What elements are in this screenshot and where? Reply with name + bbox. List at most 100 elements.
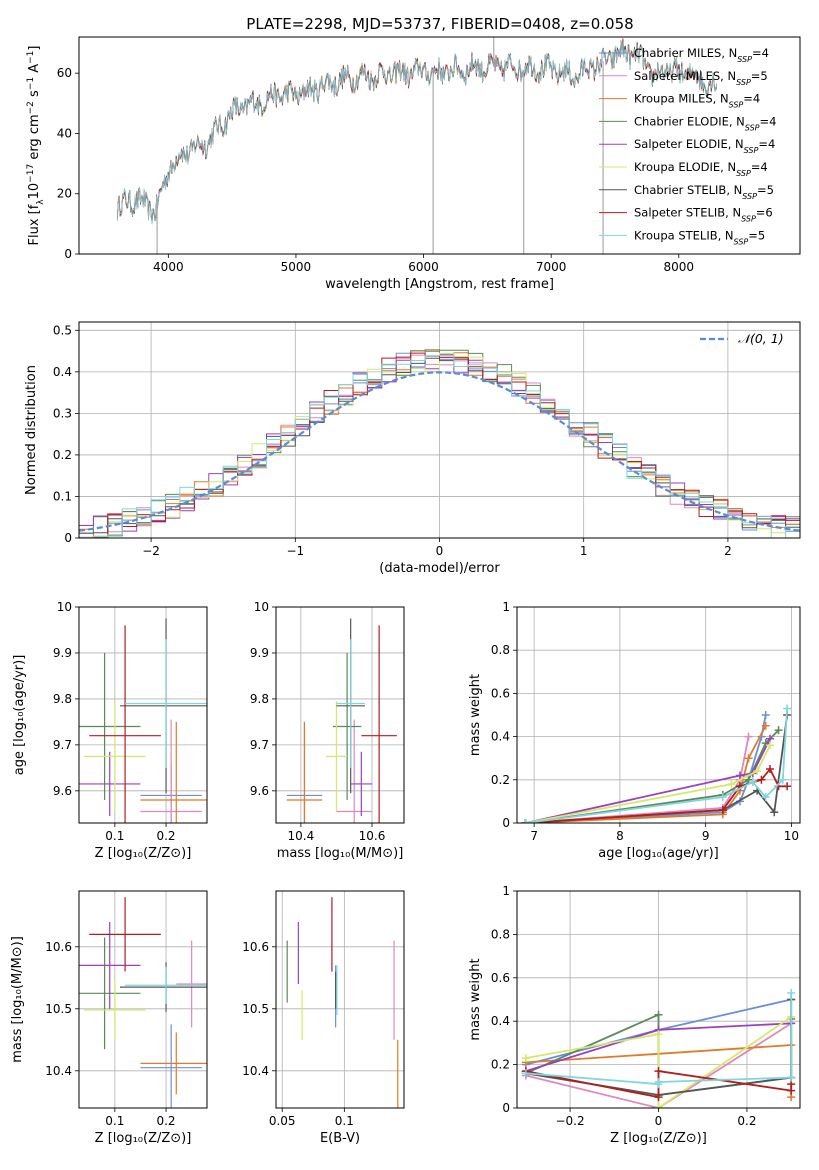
- marker: [744, 754, 753, 763]
- marker: [757, 775, 766, 784]
- marker: [778, 775, 787, 784]
- legend-label: Salpeter STELIB, NSSP=6: [634, 206, 773, 224]
- legend-text: Salpeter STELIB, N: [634, 206, 741, 220]
- y-tick-label: 10: [254, 600, 269, 614]
- x-tick-label: 10.6: [359, 829, 386, 843]
- y-axis-label: Flux [fλ10−17 erg cm−2 s−1 A−1]: [26, 46, 46, 246]
- y-tick-label: 0.8: [491, 927, 510, 941]
- legend-label: Chabrier ELODIE, NSSP=4: [634, 114, 776, 131]
- x-axis-label: (data-model)/error: [379, 561, 500, 576]
- y-tick-label: 10.5: [242, 1002, 269, 1016]
- legend-sub: SSP: [734, 237, 749, 246]
- legend-text: Kroupa ELODIE, N: [634, 160, 736, 174]
- legend-sub: SSP: [736, 77, 751, 86]
- legend-text: Chabrier MILES, N: [634, 46, 737, 60]
- legend-text: Chabrier ELODIE, N: [634, 114, 745, 128]
- mass-weight-line-5: [525, 744, 771, 823]
- legend-sub: SSP: [737, 55, 752, 64]
- marker: [765, 741, 774, 750]
- marker: [654, 1067, 663, 1076]
- marker: [654, 1104, 663, 1108]
- histogram-series-7: [79, 352, 800, 538]
- legend-sub: SSP: [745, 123, 760, 132]
- spectrum-line-7: [116, 38, 717, 220]
- panel-mass_weight_vs_z: −0.2 0 0.2 0 0.2 0.4 0.6 0.8 1 Z [log₁₀(Z/Z⊙)] mas…: [468, 884, 801, 1146]
- plot-area: [79, 618, 207, 823]
- plot-area: [521, 988, 796, 1108]
- x-tick-label: 0: [436, 544, 444, 558]
- y-tick-label: 1: [502, 600, 510, 614]
- legend-tail: =4: [751, 160, 768, 174]
- y-tick-label: 10.5: [45, 1002, 72, 1016]
- marker: [744, 775, 753, 784]
- plot-area: [79, 349, 800, 538]
- y-tick-label: 0.6: [491, 971, 510, 985]
- y-tick-label: 0: [502, 816, 510, 830]
- legend-tail: =4: [743, 92, 760, 106]
- legend-label: Salpeter MILES, NSSP=5: [634, 69, 768, 87]
- legend-tail: =6: [756, 206, 773, 220]
- legend-sub: SSP: [736, 169, 751, 178]
- spectrum-line-8: [116, 39, 718, 225]
- y-tick-label: 9.9: [250, 646, 269, 660]
- y-tick-label: 10.4: [45, 1064, 72, 1078]
- legend-tail: =4: [760, 114, 777, 128]
- y-tick-label: 9.7: [250, 738, 269, 752]
- spectrum-line-6: [116, 40, 718, 222]
- panel-mass_vs_z: 0.1 0.2 10.4 10.5 10.6 Z [log₁₀(Z/Z⊙)] mass [l…: [10, 890, 208, 1146]
- x-axis-label: E(B-V): [320, 1131, 360, 1146]
- y-tick-label: 9.7: [53, 738, 72, 752]
- legend-tail: =5: [748, 228, 765, 242]
- marker: [783, 782, 792, 791]
- y-tick-label: 0.8: [491, 643, 510, 657]
- x-tick-label: 0.1: [105, 829, 124, 843]
- axes-frame: [78, 606, 208, 824]
- legend-tail: =5: [751, 69, 768, 83]
- legend-tail: =4: [752, 46, 769, 60]
- panel-age_vs_z: 0.1 0.2 9.6 9.7 9.8 9.9 10 Z [log₁₀(Z/Z⊙)] age […: [12, 600, 208, 861]
- marker: [727, 780, 736, 789]
- marker: [753, 767, 762, 776]
- mass-weight-line-4: [525, 738, 771, 823]
- y-axis-label: mass weight: [468, 674, 483, 756]
- spectrum-line-0: [116, 40, 718, 221]
- mass-weight-line-1: [525, 1022, 792, 1108]
- spectrum-line-4: [116, 39, 718, 222]
- y-tick-label: 0.1: [53, 489, 72, 503]
- marker: [774, 726, 783, 735]
- x-tick-label: 8: [616, 829, 624, 843]
- axes-frame: [516, 890, 801, 1109]
- marker: [718, 793, 727, 802]
- y-label-part: λ: [36, 199, 46, 205]
- marker: [765, 765, 774, 773]
- x-tick-label: 0.2: [156, 1114, 175, 1128]
- y-tick-label: 0.4: [491, 730, 510, 744]
- marker: [521, 1069, 530, 1078]
- plot-area: [286, 618, 397, 823]
- marker: [718, 806, 727, 815]
- y-tick-label: 9.9: [53, 646, 72, 660]
- y-tick-label: 0: [502, 1101, 510, 1115]
- panel-mass_vs_ebv: 0.05 0.1 10.4 10.5 10.6 E(B-V): [242, 890, 405, 1146]
- y-label-part: −1: [26, 77, 36, 90]
- histogram-series-8: [79, 355, 800, 538]
- marker: [761, 721, 770, 730]
- x-axis-label: age [log₁₀(age/yr)]: [598, 846, 719, 861]
- x-tick-label: 0.1: [335, 1114, 354, 1128]
- legend-label: Kroupa ELODIE, NSSP=4: [634, 160, 768, 178]
- x-tick-label: 2: [724, 544, 732, 558]
- panel-age_vs_mass: 10.4 10.6 9.6 9.7 9.8 9.9 10 mass [log₁₀(M/M⊙)]: [250, 600, 405, 861]
- y-label-part: −1: [26, 51, 36, 64]
- legend-tail: =5: [757, 183, 774, 197]
- legend-label: Kroupa MILES, NSSP=4: [634, 92, 760, 110]
- panel-spectrum: 4000 5000 6000 7000 8000 0 20 40 60 Chabrier MILE…: [26, 36, 801, 292]
- x-tick-label: 0.1: [105, 1114, 124, 1128]
- x-tick-label: 5000: [281, 260, 312, 274]
- x-axis-label: Z [log₁₀(Z/Z⊙)]: [610, 1131, 707, 1146]
- x-tick-label: 9: [702, 829, 710, 843]
- legend-sub: SSP: [744, 146, 759, 155]
- legend-label: 𝒩(0, 1): [738, 331, 784, 346]
- y-label-part: ]: [27, 46, 42, 51]
- y-tick-label: 0.2: [53, 448, 72, 462]
